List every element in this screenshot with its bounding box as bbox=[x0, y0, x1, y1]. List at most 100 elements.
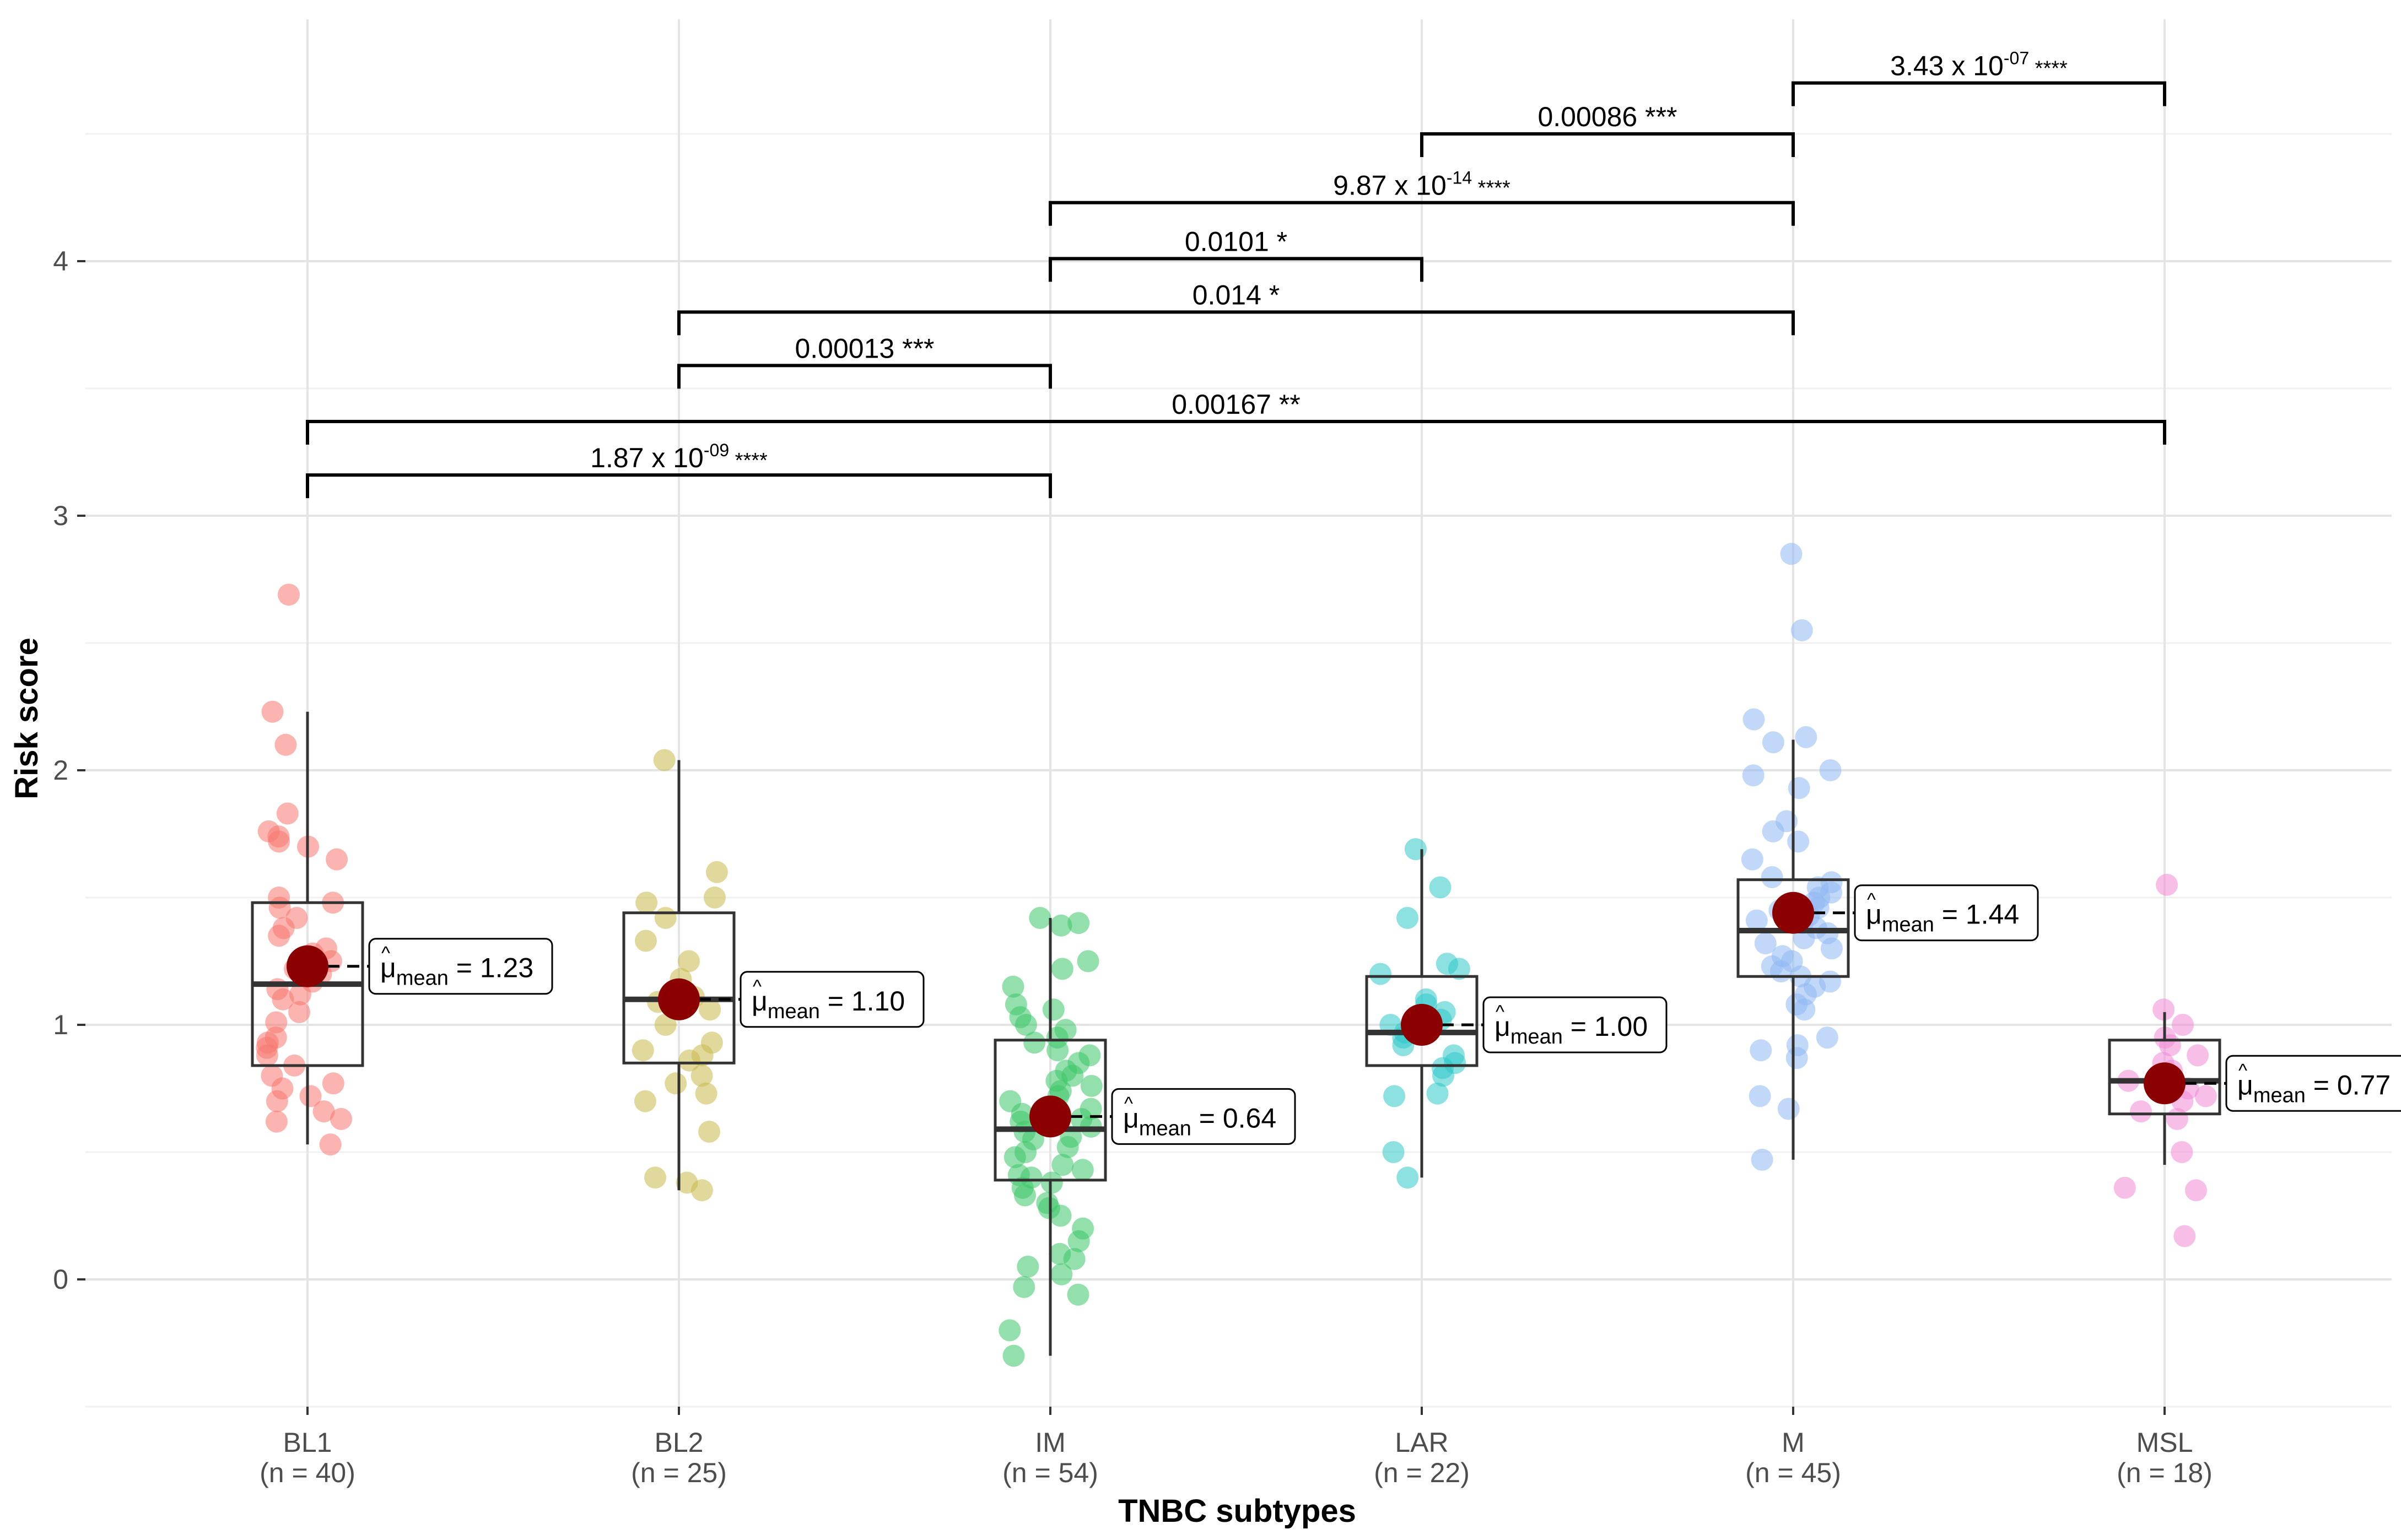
mean-point bbox=[1029, 1095, 1071, 1138]
data-point bbox=[654, 907, 677, 929]
x-tick-count: (n = 18) bbox=[2117, 1457, 2213, 1488]
data-point bbox=[1816, 1026, 1838, 1049]
data-point bbox=[1029, 907, 1051, 929]
mean-label-box bbox=[2225, 1055, 2401, 1112]
data-point bbox=[1785, 1047, 1808, 1069]
data-point bbox=[1762, 820, 1784, 842]
data-point bbox=[1777, 1098, 1800, 1120]
data-point bbox=[1762, 731, 1784, 754]
data-point bbox=[1788, 777, 1810, 799]
data-point bbox=[2156, 873, 2178, 896]
comparison-bracket bbox=[1049, 201, 1795, 226]
data-point bbox=[665, 1072, 687, 1095]
data-point bbox=[1787, 830, 1810, 853]
data-point bbox=[322, 1072, 344, 1095]
data-point bbox=[2166, 1107, 2188, 1130]
mean-hat-mark: ^ bbox=[1867, 890, 1876, 911]
mean-value: = 1.10 bbox=[820, 986, 905, 1017]
comparison-pvalue: 0.0101 * bbox=[1185, 226, 1287, 257]
mean-value: = 1.23 bbox=[449, 953, 533, 984]
comparison-label: 9.87 x 10-14 **** bbox=[1333, 168, 1510, 201]
data-point bbox=[278, 583, 300, 606]
mean-label: μmean = 0.77 bbox=[2237, 1069, 2391, 1107]
data-point bbox=[1754, 932, 1777, 955]
x-tick-label: M bbox=[1782, 1427, 1805, 1458]
data-point bbox=[266, 1090, 288, 1112]
mean-label: μmean = 0.64 bbox=[1123, 1103, 1276, 1140]
data-point bbox=[289, 983, 311, 1006]
mean-hat-mark: ^ bbox=[753, 976, 762, 997]
mean-subscript: mean bbox=[396, 967, 449, 990]
data-point bbox=[698, 1121, 720, 1143]
data-point bbox=[1050, 1263, 1073, 1285]
data-point bbox=[1404, 838, 1427, 861]
data-point bbox=[2173, 1225, 2196, 1247]
data-point bbox=[1749, 1085, 1771, 1107]
mean-label-box bbox=[740, 971, 925, 1028]
mean-symbol: μ bbox=[1123, 1103, 1139, 1133]
mean-point bbox=[1401, 1004, 1443, 1046]
data-point bbox=[265, 1011, 288, 1034]
y-tick-label: 2 bbox=[53, 755, 68, 786]
x-tick-count: (n = 54) bbox=[1002, 1457, 1098, 1488]
box-iqr bbox=[994, 1039, 1107, 1182]
data-point bbox=[1751, 1148, 1773, 1171]
data-point bbox=[1002, 1344, 1025, 1367]
data-point bbox=[1793, 998, 1816, 1021]
mean-hat-mark: ^ bbox=[1124, 1093, 1133, 1114]
mean-symbol: μ bbox=[380, 953, 396, 984]
data-point bbox=[705, 861, 728, 883]
comparison-pvalue: 9.87 x 10 bbox=[1333, 170, 1447, 201]
mean-hat-mark: ^ bbox=[2238, 1060, 2247, 1081]
data-point bbox=[1432, 1065, 1454, 1087]
mean-value: = 1.00 bbox=[1563, 1011, 1648, 1042]
comparison-label: 3.43 x 10-07 **** bbox=[1890, 48, 2068, 82]
data-point bbox=[288, 1001, 310, 1023]
mean-symbol: μ bbox=[2237, 1069, 2253, 1100]
mean-label-box bbox=[368, 938, 553, 995]
data-point bbox=[268, 925, 290, 947]
mean-label: μmean = 1.00 bbox=[1494, 1011, 1648, 1049]
data-point bbox=[299, 1085, 322, 1107]
mean-value: = 0.64 bbox=[1191, 1103, 1276, 1133]
data-point bbox=[1077, 950, 1099, 972]
data-point bbox=[1742, 708, 1765, 731]
mean-point bbox=[287, 945, 328, 987]
data-point bbox=[695, 1082, 717, 1105]
data-point bbox=[1067, 1283, 1089, 1306]
comparison-label: 0.014 * bbox=[1193, 279, 1280, 310]
data-point bbox=[632, 1039, 654, 1062]
data-point bbox=[276, 802, 299, 825]
comparison-stars: **** bbox=[2029, 57, 2068, 80]
data-point bbox=[699, 998, 721, 1021]
comparison-label: 0.00167 ** bbox=[1172, 389, 1301, 420]
data-point bbox=[1383, 1085, 1406, 1107]
data-point bbox=[653, 749, 676, 771]
mean-point bbox=[658, 978, 700, 1020]
data-point bbox=[2171, 1141, 2193, 1163]
data-point bbox=[1023, 1031, 1046, 1054]
data-point bbox=[261, 700, 284, 723]
mean-hat-mark: ^ bbox=[381, 943, 390, 964]
y-axis-label: Risk score bbox=[9, 637, 45, 799]
comparison-pvalue: 0.014 * bbox=[1193, 279, 1280, 310]
data-point bbox=[2194, 1085, 2217, 1107]
data-point bbox=[1795, 726, 1817, 748]
data-point bbox=[2187, 1044, 2209, 1067]
data-point bbox=[1080, 1074, 1103, 1097]
comparison-label: 0.00086 *** bbox=[1537, 101, 1677, 132]
data-point bbox=[256, 1044, 278, 1067]
data-point bbox=[1780, 543, 1803, 565]
x-tick-count: (n = 25) bbox=[631, 1457, 727, 1488]
data-point bbox=[1742, 764, 1765, 787]
data-point bbox=[274, 733, 297, 756]
mean-label: μmean = 1.10 bbox=[752, 986, 905, 1023]
mean-subscript: mean bbox=[1882, 914, 1934, 937]
data-point bbox=[1741, 848, 1763, 871]
data-point bbox=[635, 891, 658, 914]
comparison-label: 1.87 x 10-09 **** bbox=[590, 440, 768, 473]
data-point bbox=[1750, 1039, 1772, 1062]
axes: 0 1 2 3 4 BL1(n = 40) BL2(n = 25) IM(n = 54) LAR… bbox=[53, 246, 2213, 1488]
data-point bbox=[1067, 912, 1090, 934]
